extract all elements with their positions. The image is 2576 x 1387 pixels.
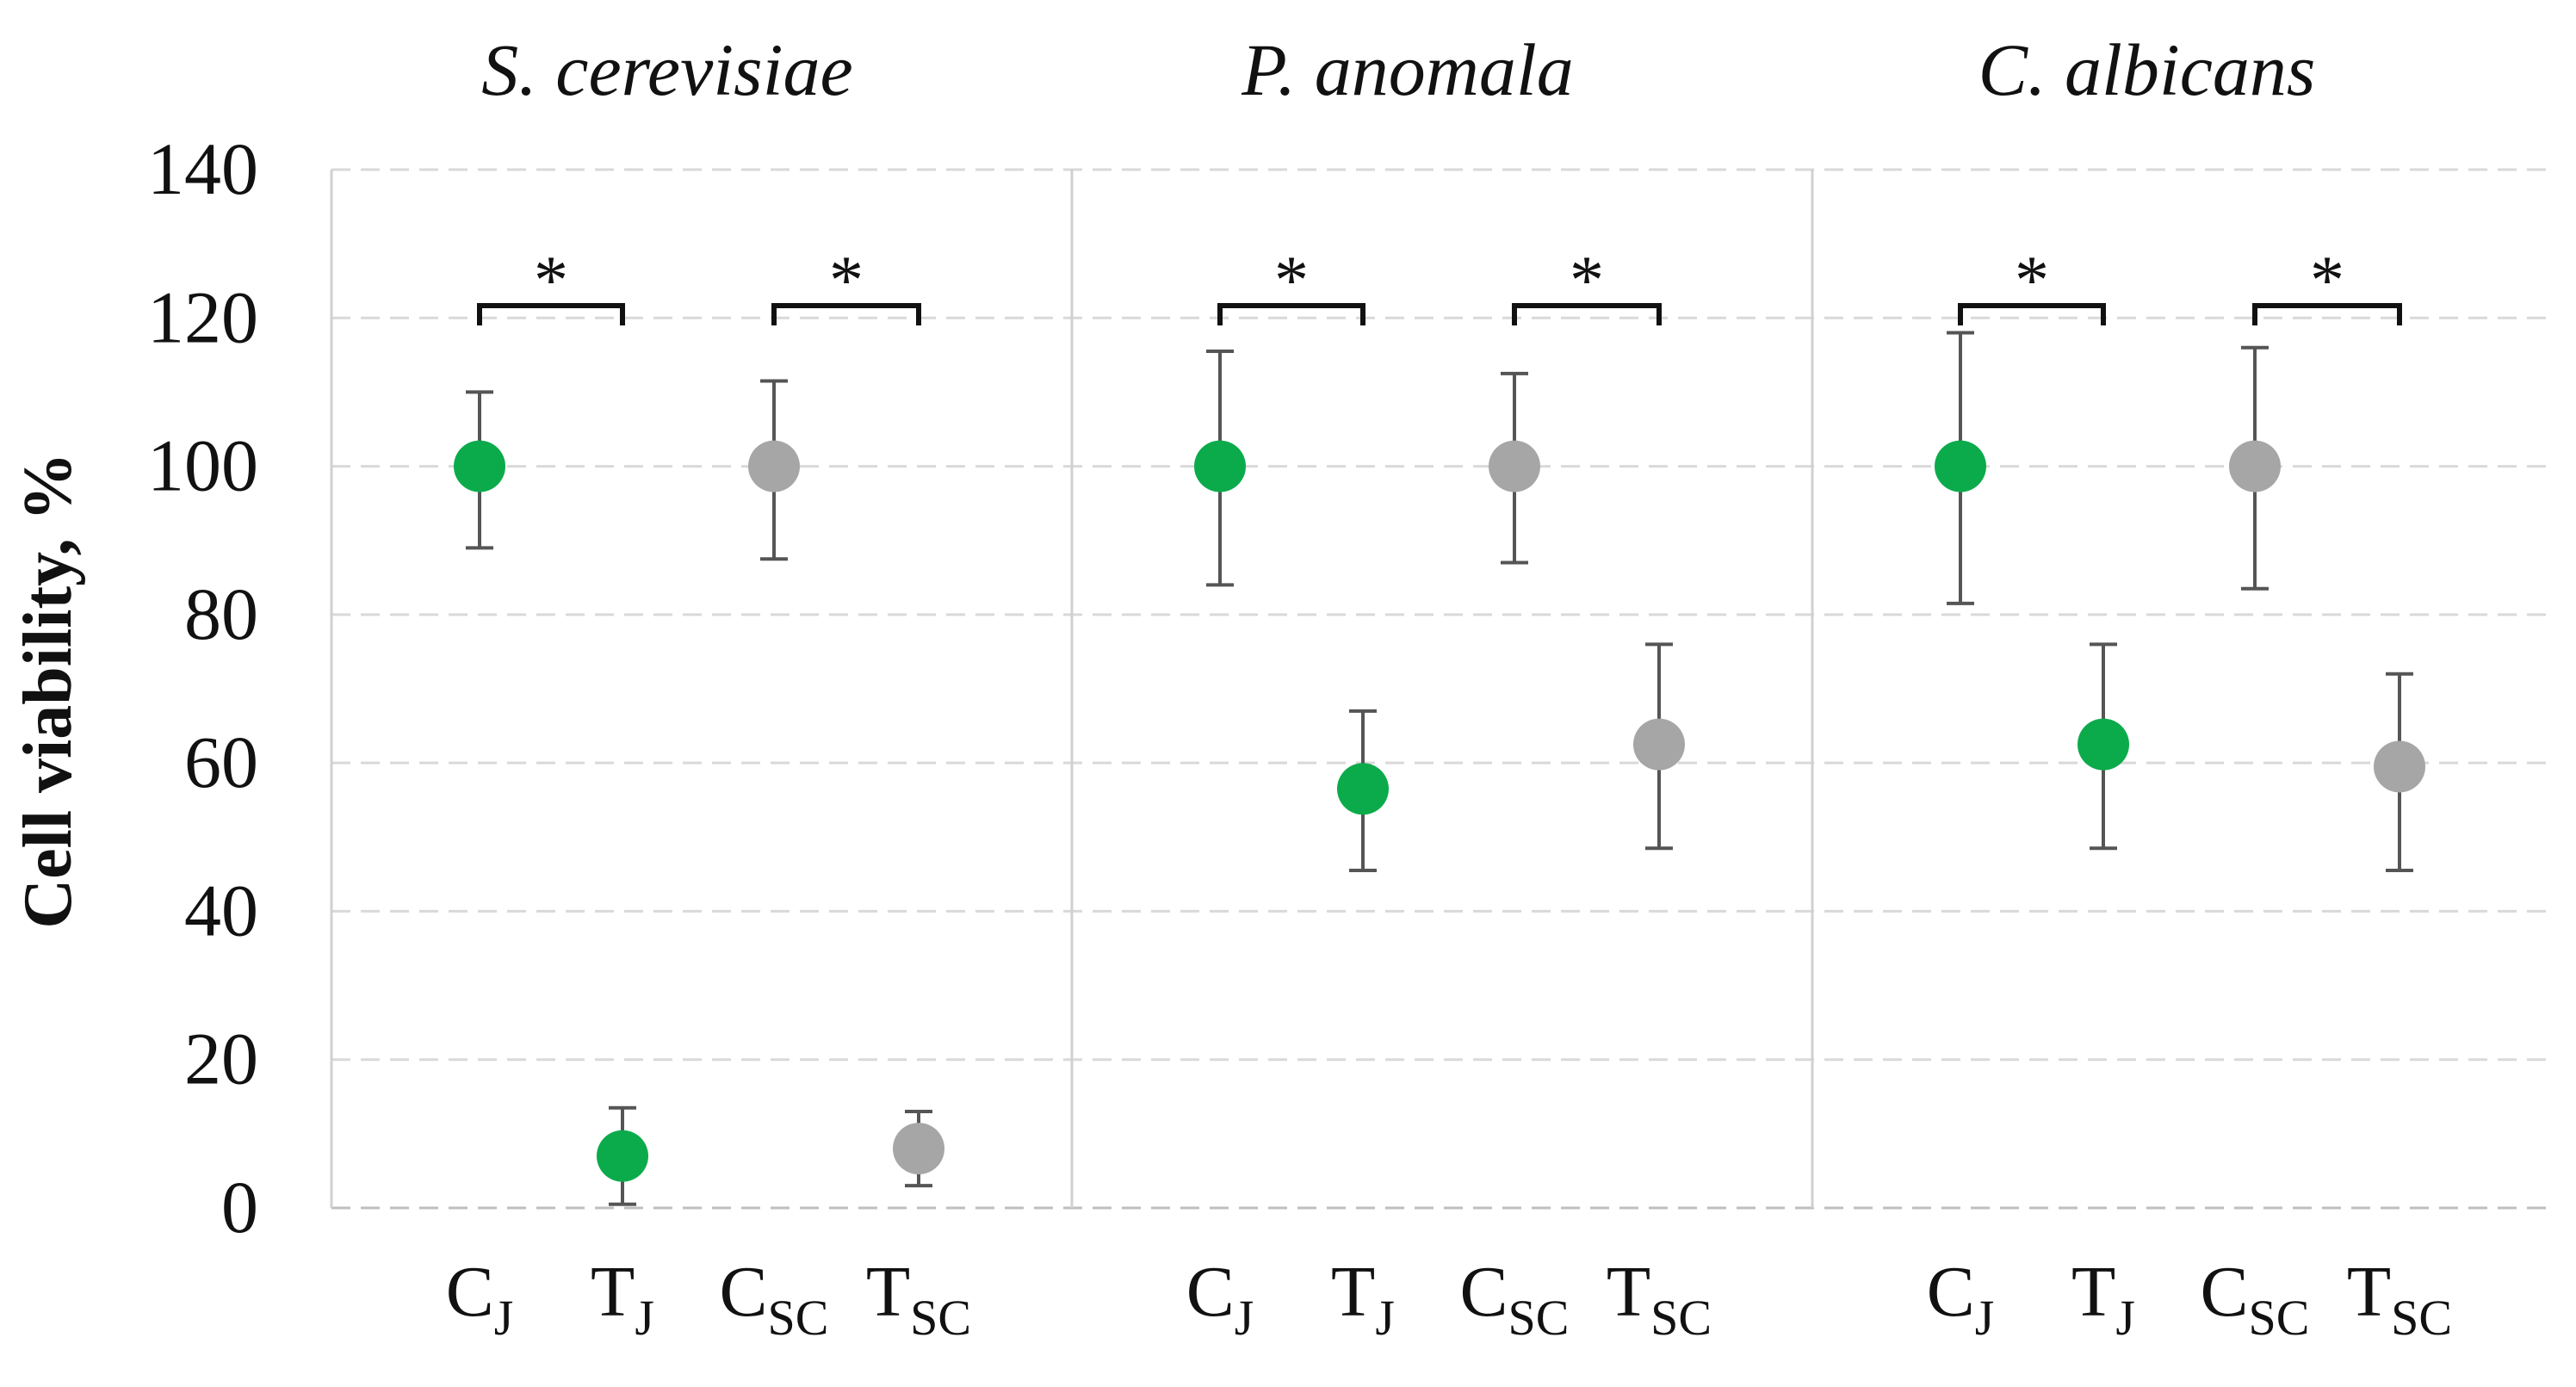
data-point [2078,718,2129,771]
y-tick-label: 0 [221,1166,258,1248]
significance-star: * [2310,243,2344,319]
panel: S. cerevisiae * * CJ TJ CSC TSC [446,28,971,1346]
y-tick-labels: 0 20 40 60 80 100 120 140 [147,127,258,1248]
y-axis-label: Cell viability, % [10,452,86,928]
data-point [1489,440,1540,492]
panels: S. cerevisiae * * CJ TJ CSC TSC P. anomala * * CJ T… [446,28,2452,1346]
x-category-label: CSC [720,1252,829,1346]
y-tick-label: 40 [184,869,258,951]
data-point [597,1130,648,1182]
x-category-label: CJ [1927,1252,1995,1346]
panel-title: C. albicans [1978,28,2316,111]
data-point [2229,440,2281,492]
x-category-label: CSC [2201,1252,2310,1346]
data-point [748,440,800,492]
panel-title: P. anomala [1241,28,1573,111]
x-category-label: TJ [591,1252,654,1346]
y-tick-label: 100 [147,424,258,507]
panel: P. anomala * * CJ TJ CSC TSC [1186,28,1712,1346]
x-category-label: CJ [1186,1252,1254,1346]
y-tick-label: 80 [184,573,258,655]
y-tick-label: 60 [184,721,258,803]
data-point [1337,763,1389,815]
x-category-label: TJ [1331,1252,1395,1346]
significance-bracket [2252,303,2402,325]
data-point [2374,740,2425,793]
panel-title: S. cerevisiae [481,28,852,111]
significance-bracket [771,303,921,325]
significance-star: * [1274,243,1309,319]
x-category-label: TSC [1607,1252,1712,1346]
significance-bracket [1958,303,2106,325]
x-category-label: TSC [2347,1252,2452,1346]
data-point [1633,718,1685,771]
data-point [454,440,505,492]
significance-star: * [829,243,864,319]
x-category-label: CSC [1460,1252,1570,1346]
gridlines [331,168,2550,1210]
significance-star: * [2015,243,2049,319]
significance-bracket [1217,303,1365,325]
data-point [1935,440,1986,492]
x-category-label: TJ [2071,1252,2135,1346]
data-point [1194,440,1246,492]
y-tick-label: 140 [147,127,258,210]
x-category-label: CJ [446,1252,514,1346]
plot-frame [330,170,1814,1208]
significance-star: * [534,243,568,319]
panel: C. albicans * * CJ TJ CSC TSC [1927,28,2452,1346]
significance-bracket [477,303,625,325]
data-point [893,1123,944,1175]
significance-star: * [1570,243,1604,319]
x-category-label: TSC [866,1252,971,1346]
y-tick-label: 120 [147,276,258,358]
significance-bracket [1512,303,1662,325]
y-tick-label: 20 [184,1018,258,1100]
